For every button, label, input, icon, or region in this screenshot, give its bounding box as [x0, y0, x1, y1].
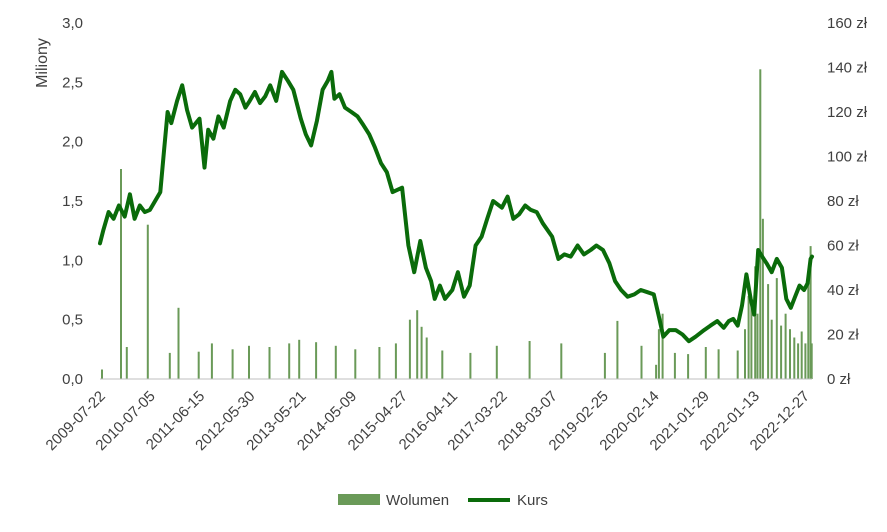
volume-bar [804, 343, 807, 379]
right-y-tick-label: 160 zł [827, 15, 868, 32]
left-y-tick-label: 2,0 [62, 134, 83, 151]
volume-bar [315, 342, 318, 379]
x-axis: 2009-07-222010-07-052011-06-152012-05-30… [43, 388, 813, 454]
price-line [98, 69, 814, 344]
volume-bar [770, 319, 773, 379]
left-y-axis: 0,0 0,5 1,0 1,5 2,0 2,5 3,0 [62, 15, 83, 388]
volume-bars [101, 69, 813, 380]
volume-bar [640, 345, 643, 379]
volume-bar [759, 69, 762, 380]
volume-bar [298, 339, 301, 379]
volume-bar [394, 343, 397, 379]
volume-bar [125, 347, 128, 379]
right-y-tick-label: 100 zł [827, 149, 868, 166]
right-y-tick-label: 40 zł [827, 282, 859, 299]
right-y-tick-label: 20 zł [827, 327, 859, 344]
volume-bar [789, 329, 791, 379]
volume-bar [231, 349, 234, 379]
volume-bar [800, 331, 803, 379]
volume-bar [495, 345, 498, 379]
volume-bar [146, 224, 149, 379]
legend-swatch-volume [338, 494, 380, 505]
right-y-tick-label: 120 zł [827, 104, 868, 121]
volume-bar [655, 364, 658, 379]
volume-bar [528, 341, 531, 379]
legend-label-price: Kurs [517, 492, 548, 509]
volume-bar [603, 352, 606, 379]
volume-bar [750, 305, 753, 379]
right-y-tick-label: 140 zł [827, 60, 868, 77]
volume-bar [807, 274, 810, 379]
left-axis-title: Miliony [34, 38, 51, 88]
volume-bar [704, 347, 707, 379]
volume-bar [120, 169, 122, 379]
legend: Wolumen Kurs [338, 492, 548, 509]
right-y-axis: 0 zł 20 zł 40 zł 60 zł 80 zł 100 zł 120 zł 140 … [827, 15, 868, 388]
volume-bar [248, 345, 250, 379]
volume-bar [441, 350, 444, 379]
volume-bar [809, 246, 812, 379]
volume-bar [616, 320, 619, 379]
volume-bar [761, 218, 764, 379]
volume-bar [673, 352, 676, 379]
left-y-tick-label: 2,5 [62, 74, 83, 91]
volume-bar [754, 266, 757, 379]
left-y-tick-label: 1,0 [62, 252, 83, 269]
volume-bar [425, 337, 428, 379]
right-y-tick-label: 0 zł [827, 371, 851, 388]
volume-bar [408, 319, 411, 379]
volume-bar [661, 313, 664, 379]
volume-bar [767, 284, 770, 379]
volume-bar [560, 343, 563, 379]
volume-bar [736, 350, 739, 379]
volume-bar [744, 329, 746, 379]
volume-bar [420, 326, 423, 379]
volume-bar [797, 343, 800, 379]
volume-bar [793, 337, 796, 379]
volume-bar [210, 343, 213, 379]
volume-bar [378, 347, 381, 379]
volume-bar [416, 310, 419, 379]
right-y-tick-label: 60 zł [827, 238, 859, 255]
volume-bar [810, 343, 813, 379]
volume-bar [469, 352, 472, 379]
volume-bar [334, 345, 337, 379]
volume-bar [717, 349, 720, 379]
volume-bar [657, 329, 660, 379]
volume-bar [168, 352, 171, 379]
price-line-group [98, 69, 814, 344]
legend-label-volume: Wolumen [386, 492, 449, 509]
volume-bar [354, 349, 357, 379]
left-y-tick-label: 3,0 [62, 15, 83, 32]
volume-bar [101, 369, 103, 379]
volume-bar [268, 347, 271, 379]
left-y-tick-label: 1,5 [62, 193, 83, 210]
volume-bar [747, 295, 750, 379]
volume-bar [197, 351, 200, 379]
right-y-tick-label: 80 zł [827, 193, 859, 210]
volume-bar [775, 278, 778, 379]
left-y-tick-label: 0,5 [62, 312, 83, 329]
volume-bar [177, 307, 180, 379]
volume-bar [288, 343, 291, 379]
volume-bar [756, 313, 759, 379]
left-y-tick-label: 0,0 [62, 371, 83, 388]
volume-bar [687, 354, 690, 379]
volume-bar [784, 313, 787, 379]
volume-bar [780, 325, 783, 379]
